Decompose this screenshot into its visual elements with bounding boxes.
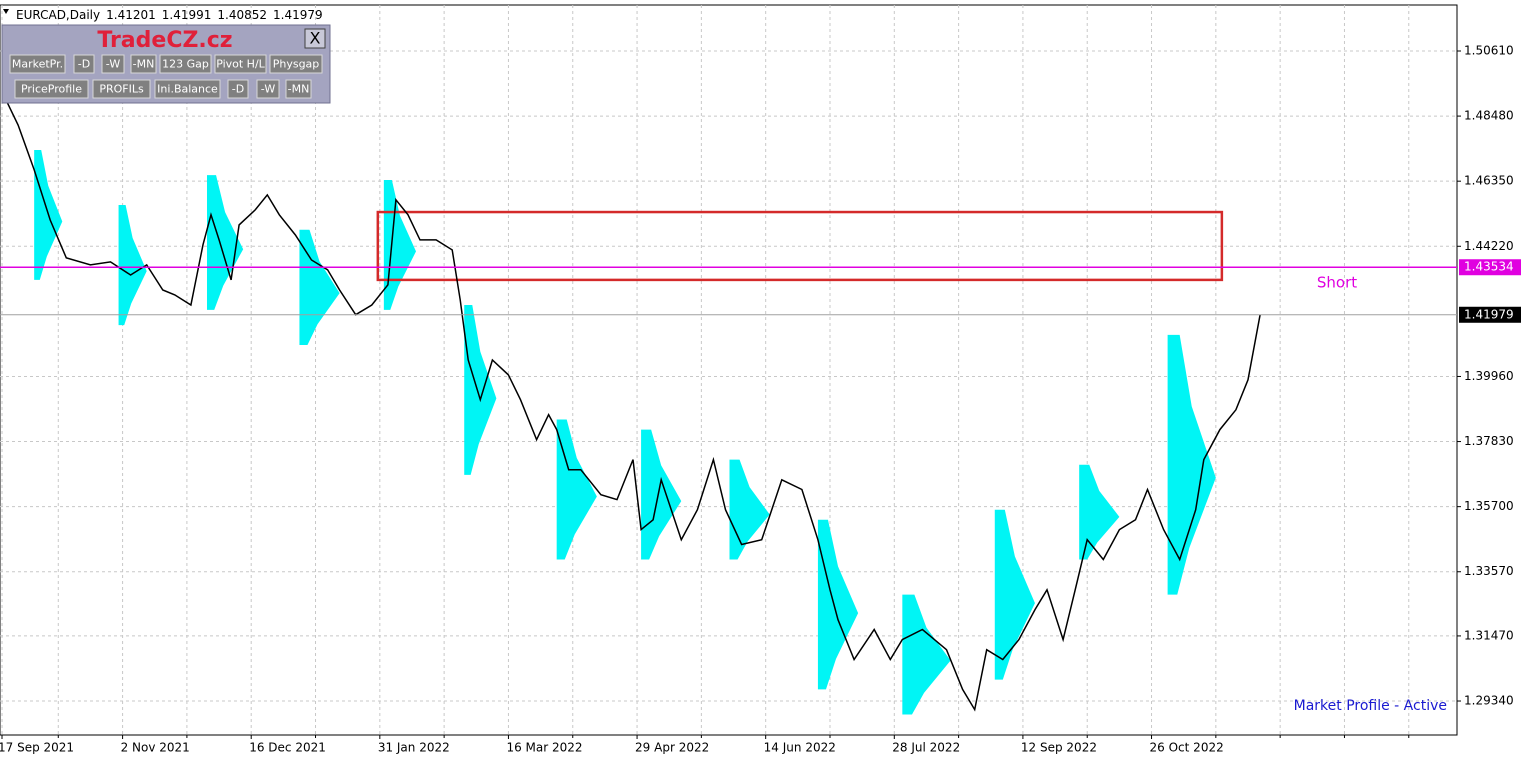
zone-box (376, 210, 1224, 282)
control-panel: TradeCZ.cz X MarketPr. -D -W -MN 123 Gap Pivo… (1, 24, 331, 104)
y-tick-label: 1.29340 (1464, 694, 1514, 708)
x-tick-label: 28 Jul 2022 (892, 741, 960, 755)
status-text: Market Profile - Active (1294, 698, 1447, 714)
ohlc-value: 1.41979 (273, 8, 323, 22)
market-profile (729, 459, 770, 560)
button-label[interactable]: -MN (288, 83, 310, 96)
short-level-label: Short (1317, 274, 1357, 292)
button-face[interactable] (154, 79, 221, 99)
market-profile (902, 594, 951, 715)
panel-button[interactable]: -MN (130, 54, 157, 74)
x-tick-label: 14 Jun 2022 (764, 741, 836, 755)
button-face[interactable] (92, 79, 151, 99)
button-face[interactable] (9, 54, 66, 74)
button-label[interactable]: Pivot H/L (216, 58, 265, 71)
button-face[interactable] (159, 54, 212, 74)
close-button[interactable] (304, 28, 326, 49)
x-tick-label: 12 Sep 2022 (1021, 741, 1097, 755)
y-tick-label: 1.35700 (1464, 499, 1514, 513)
panel-button[interactable]: MarketPr. (9, 54, 66, 74)
panel-button[interactable]: -D (227, 79, 249, 99)
panel-title: TradeCZ.cz (97, 28, 232, 53)
panel-button[interactable]: PriceProfile (14, 79, 89, 99)
button-face[interactable] (14, 79, 89, 99)
button-label[interactable]: Ini.Balance (157, 83, 218, 96)
button-label[interactable]: 123 Gap (162, 58, 209, 71)
market-profile (299, 229, 340, 345)
y-tick-label: 1.37830 (1464, 434, 1514, 448)
market-profile (1079, 464, 1120, 560)
button-label[interactable]: PriceProfile (21, 83, 82, 96)
button-face[interactable] (214, 54, 267, 74)
x-tick-label: 17 Sep 2021 (0, 741, 74, 755)
menu-arrow[interactable] (3, 9, 9, 14)
market-profile (1167, 334, 1216, 595)
y-tick-label: 1.31470 (1464, 628, 1514, 642)
market-profile (641, 429, 682, 560)
ohlc-value: 1.40852 (217, 8, 267, 22)
x-tick-label: 31 Jan 2022 (378, 741, 450, 755)
ohlc-value: 1.41991 (162, 8, 212, 22)
x-tick-label: 16 Mar 2022 (506, 741, 582, 755)
button-label[interactable]: -D (78, 58, 90, 71)
x-tick-label: 16 Dec 2021 (249, 741, 326, 755)
x-tick-label: 2 Nov 2021 (121, 741, 190, 755)
button-face[interactable] (269, 54, 323, 74)
y-tick-label: 1.33570 (1464, 564, 1514, 578)
short-level-value: 1.43534 (1464, 260, 1514, 274)
panel-button[interactable]: Pivot H/L (214, 54, 267, 74)
panel-button[interactable]: -W (256, 79, 280, 99)
panel-button[interactable]: -D (73, 54, 95, 74)
market-profile (556, 419, 597, 560)
short-level-tag (1459, 259, 1521, 276)
price-line (5, 99, 1261, 712)
button-label[interactable]: Physgap (273, 58, 320, 71)
button-face[interactable] (227, 79, 249, 99)
button-face[interactable] (256, 79, 280, 99)
y-tick-label: 1.48480 (1464, 109, 1514, 123)
x-tick-label: 26 Oct 2022 (1150, 741, 1224, 755)
market-profile (118, 205, 147, 326)
current-price-value: 1.41979 (1464, 307, 1514, 321)
button-label[interactable]: -W (106, 58, 121, 71)
y-tick-label: 1.50610 (1464, 43, 1514, 57)
symbol: EURCAD,Daily (16, 8, 100, 22)
current-price-tag (1459, 306, 1521, 323)
panel-button[interactable]: Physgap (269, 54, 323, 74)
panel-button[interactable]: PROFILs (92, 79, 151, 99)
button-face[interactable] (285, 79, 312, 99)
button-label[interactable]: -MN (133, 58, 155, 71)
close-label[interactable]: X (310, 29, 321, 48)
y-tick-label: 1.44220 (1464, 239, 1514, 253)
y-tick-label: 1.39960 (1464, 369, 1514, 383)
panel-button[interactable]: 123 Gap (159, 54, 212, 74)
button-label[interactable]: -W (261, 83, 276, 96)
x-tick-label: 29 Apr 2022 (635, 741, 709, 755)
market-profile (464, 304, 497, 475)
plot-area (0, 4, 1458, 736)
symbol-header: EURCAD,Daily 1.41201 1.41991 1.40852 1.41979 (16, 8, 323, 22)
button-face[interactable] (73, 54, 95, 74)
button-label[interactable]: -D (232, 83, 244, 96)
button-face[interactable] (101, 54, 125, 74)
market-profile (206, 175, 244, 310)
ohlc-value: 1.41201 (106, 8, 156, 22)
panel-button[interactable]: -MN (285, 79, 312, 99)
panel-button[interactable]: Ini.Balance (154, 79, 221, 99)
button-label[interactable]: PROFILs (99, 83, 144, 96)
button-label[interactable]: MarketPr. (12, 58, 63, 71)
button-face[interactable] (130, 54, 157, 74)
y-tick-label: 1.46350 (1464, 174, 1514, 188)
market-profile (994, 509, 1035, 680)
panel-button[interactable]: -W (101, 54, 125, 74)
market-profile (817, 519, 859, 690)
